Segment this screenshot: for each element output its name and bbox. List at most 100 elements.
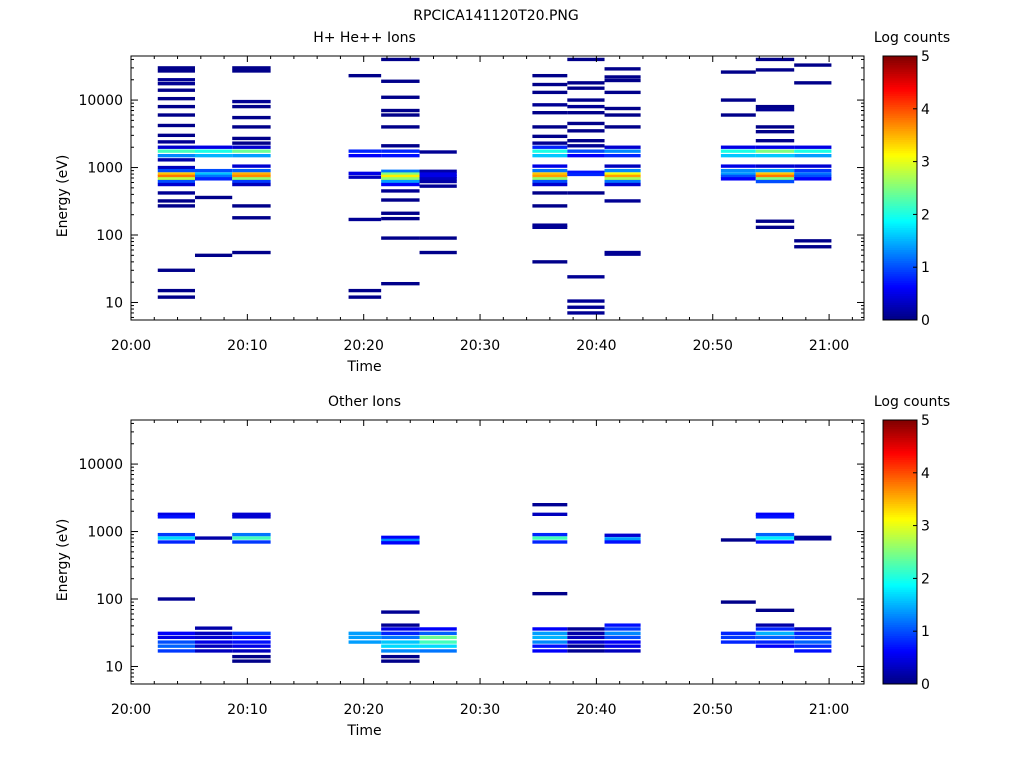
heatmap-cell xyxy=(567,172,605,177)
heatmap-cell xyxy=(232,512,271,516)
heatmap-cell xyxy=(157,597,195,601)
colorbar-segment xyxy=(883,431,917,434)
heatmap-cell xyxy=(419,236,457,240)
x-tick-label: 20:50 xyxy=(693,338,733,354)
heatmap-cell xyxy=(232,644,271,648)
colorbar-segment xyxy=(883,86,917,90)
heatmap-cell xyxy=(720,168,756,173)
heatmap-cell xyxy=(567,635,605,640)
heatmap-cell xyxy=(194,640,233,644)
heatmap-cell xyxy=(532,82,568,87)
heatmap-cell xyxy=(194,195,233,200)
heatmap-cell xyxy=(157,540,195,544)
heatmap-cell xyxy=(157,140,195,144)
colorbar-segment xyxy=(883,494,917,498)
heatmap-cell xyxy=(720,70,756,74)
colorbar-segment xyxy=(883,234,917,237)
colorbar-segment xyxy=(883,298,917,301)
heatmap-cell xyxy=(604,199,641,203)
panel-h-he-ions: 20:00 20:10 20:20 20:30 20:40 20:50 21:0010100… xyxy=(55,30,950,375)
colorbar-segment xyxy=(883,536,917,540)
colorbar-segment xyxy=(883,582,917,586)
heatmap-cell xyxy=(604,533,641,537)
colorbar-segment xyxy=(883,181,917,184)
heatmap-cell xyxy=(567,111,605,115)
heatmap-cell xyxy=(232,99,271,104)
colorbar-segment xyxy=(883,565,917,568)
colorbar-segment xyxy=(883,622,917,625)
colorbar-segment xyxy=(883,133,917,136)
heatmap-cell xyxy=(567,104,605,109)
heatmap-cell xyxy=(157,66,195,70)
heatmap-cell xyxy=(755,57,795,62)
heatmap-cell xyxy=(381,108,420,113)
colorbar-segment xyxy=(883,113,917,116)
colorbar-segment xyxy=(883,505,917,509)
heatmap-cell xyxy=(381,623,420,627)
colorbar-segment xyxy=(883,571,917,575)
heatmap-cell xyxy=(381,211,420,215)
colorbar-segment xyxy=(883,170,917,173)
colorbar-segment xyxy=(883,439,917,443)
heatmap-cell xyxy=(232,515,271,519)
heatmap-cell xyxy=(720,600,756,604)
colorbar-segment xyxy=(883,675,917,678)
heatmap-cell xyxy=(157,168,195,173)
colorbar-segment xyxy=(883,155,917,158)
colorbar-segment xyxy=(883,424,917,427)
heatmap-cell xyxy=(419,644,457,648)
colorbar-segment xyxy=(883,95,917,99)
heatmap-cell xyxy=(232,69,271,73)
heatmap-cell xyxy=(381,538,420,543)
heatmap-cell xyxy=(532,141,568,145)
heatmap-cell xyxy=(755,172,795,176)
colorbar-segment xyxy=(883,508,917,511)
heatmap-cell xyxy=(348,635,382,640)
heatmap-cell xyxy=(720,177,756,181)
colorbar-segment xyxy=(883,80,917,83)
colorbar-segment xyxy=(883,662,917,665)
heatmap-cell xyxy=(532,223,568,227)
colorbar-segment xyxy=(883,642,917,645)
heatmap-cell xyxy=(567,170,605,174)
heatmap-cell xyxy=(567,153,605,158)
heatmap-cell xyxy=(381,149,420,153)
heatmap-cell xyxy=(532,153,568,158)
heatmap-cell xyxy=(532,90,568,95)
colorbar-segment xyxy=(883,183,917,187)
heatmap-cell xyxy=(157,512,195,516)
colorbar-segment xyxy=(883,657,917,661)
heatmap-cell xyxy=(381,172,420,176)
colorbar-segment xyxy=(883,651,917,654)
heatmap-cell xyxy=(232,250,271,255)
colorbar-segment xyxy=(883,593,917,597)
colorbar-segment xyxy=(883,450,917,454)
colorbar-segment xyxy=(883,523,917,526)
colorbar-segment xyxy=(883,483,917,487)
heatmap-cell xyxy=(348,73,382,78)
colorbar-segment xyxy=(883,620,917,623)
heatmap-cell xyxy=(194,168,233,173)
colorbar-segment xyxy=(883,488,917,491)
heatmap-cell xyxy=(419,169,457,173)
plot-frame xyxy=(130,419,865,685)
heatmap-cell xyxy=(157,631,195,636)
heatmap-cell xyxy=(720,164,756,168)
heatmap-cell xyxy=(567,129,605,133)
colorbar-segment xyxy=(883,124,917,127)
y-tick-label: 10000 xyxy=(78,457,123,473)
heatmap-cell xyxy=(232,532,271,537)
heatmap-cell xyxy=(157,165,195,170)
heatmap-cell xyxy=(381,174,420,179)
heatmap-cell xyxy=(348,640,382,644)
colorbar-segment xyxy=(883,497,917,500)
heatmap-cell xyxy=(194,172,233,176)
colorbar-segment xyxy=(883,646,917,650)
colorbar-segment xyxy=(883,464,917,467)
colorbar-segment xyxy=(883,670,917,674)
colorbar-segment xyxy=(883,481,917,485)
colorbar-segment xyxy=(883,626,917,630)
colorbar-segment xyxy=(883,317,917,321)
heatmap-cell xyxy=(755,623,795,627)
colorbar-segment xyxy=(883,247,917,250)
